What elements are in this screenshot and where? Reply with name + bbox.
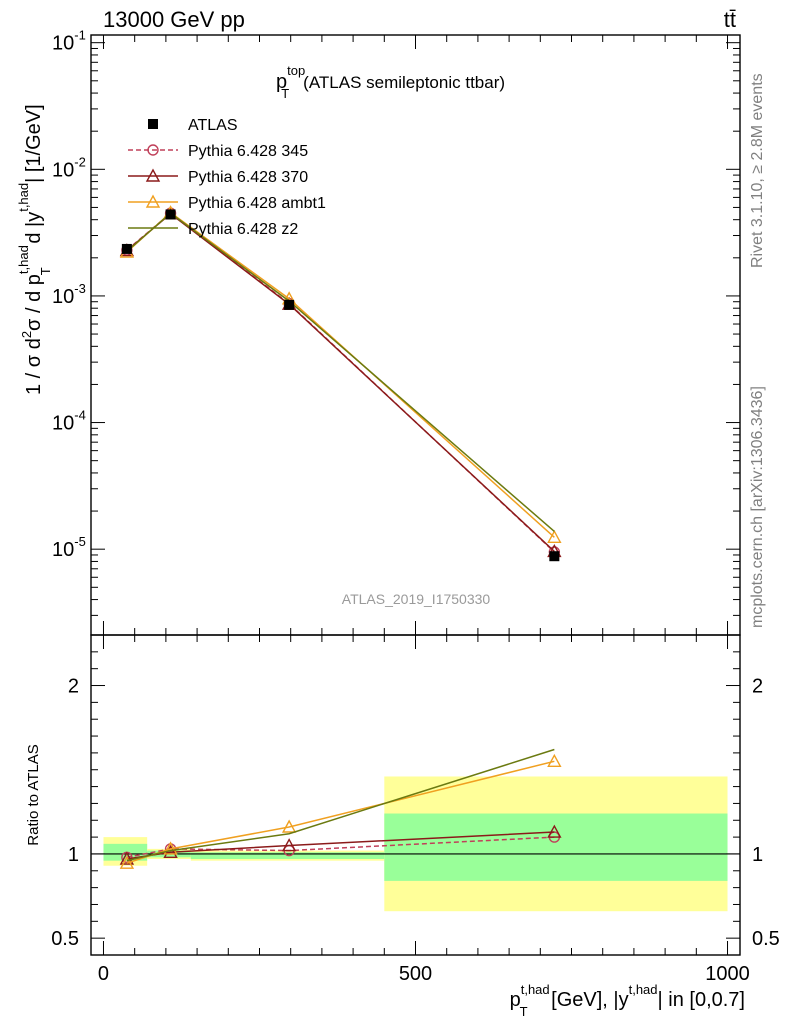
point-marker [119, 851, 135, 865]
main-title-symbol: p [276, 71, 287, 93]
main-y-tick-label: 10-3 [52, 281, 86, 308]
legend-entry: Pythia 6.428 z2 [128, 221, 298, 238]
series-line [126, 212, 555, 553]
point-marker [549, 551, 560, 562]
legend-entry: Pythia 6.428 370 [128, 168, 308, 186]
ratio-tick-labels: 0.5 0.5 1 1 2 2 0 500 1000 [51, 676, 780, 985]
main-title-sub: T [281, 86, 289, 101]
ratio-series-group [119, 748, 562, 869]
legend-label: Pythia 6.428 345 [188, 143, 308, 160]
point-marker [281, 819, 297, 833]
main-y-tick-label: 10-1 [52, 28, 86, 55]
point-marker [547, 529, 562, 544]
ratio-y-tick-label-right: 1 [752, 844, 763, 866]
ratio-panel: 0.5 0.5 1 1 2 2 0 500 1000 Ratio to ATLAS pt,had… [25, 634, 780, 1019]
legend-entry: Pythia 6.428 ambt1 [128, 194, 326, 212]
ratio-pythia-6-428-z2 [126, 748, 555, 862]
ratio-uncertainty-bands [103, 776, 728, 912]
series-line [126, 212, 555, 533]
ratio-y-tick-label-right: 0.5 [752, 928, 780, 950]
stat-uncertainty-band [384, 813, 728, 881]
point-marker [119, 855, 135, 869]
main-title: ptop T (ATLAS semileptonic ttbar) [276, 63, 505, 101]
main-title-text: (ATLAS semileptonic ttbar) [303, 73, 505, 92]
point-marker [145, 194, 161, 208]
ratio-y-tick-label: 1 [68, 844, 79, 866]
rivet-version-label: Rivet 3.1.10, ≥ 2.8M events [749, 73, 766, 268]
legend-entry: ATLAS [148, 117, 238, 134]
series-pythia-6-428-345 [121, 207, 561, 558]
legend-label: ATLAS [188, 117, 238, 134]
main-y-tick-label: 10-2 [52, 154, 86, 181]
series-atlas [121, 209, 560, 562]
ratio-y-axis-label: Ratio to ATLAS [25, 744, 42, 845]
energy-label: 13000 GeV pp [103, 7, 245, 32]
point-marker [147, 144, 159, 156]
main-panel: 10-1 10-2 10-3 10-4 10-5 ptop T (ATLAS semilep… [16, 28, 741, 636]
series-pythia-6-428-ambt1 [119, 205, 562, 544]
point-marker [547, 753, 562, 768]
main-y-axis-label: 1 / σ d2σ / d pt,had T d |yt,had| [1/GeV] [16, 104, 53, 395]
ratio-y-tick-label-right: 2 [752, 676, 763, 698]
main-title-sup: top [287, 63, 305, 78]
point-marker [547, 824, 562, 838]
main-y-tick-label: 10-5 [52, 534, 86, 561]
main-y-tick-labels: 10-1 10-2 10-3 10-4 10-5 [52, 28, 86, 561]
legend: ATLAS Pythia 6.428 345 Pythia 6.428 370 Pyt… [128, 117, 326, 238]
main-axis-ticks [91, 35, 740, 635]
legend-entry: Pythia 6.428 345 [128, 143, 308, 160]
legend-label: Pythia 6.428 370 [188, 169, 308, 186]
x-axis-label: pt,had T [GeV], |yt,had| in [0,0.7] [510, 982, 745, 1019]
x-tick-label: 0 [98, 963, 109, 985]
point-marker [284, 299, 295, 310]
main-series-group [119, 205, 562, 562]
ratio-axis-ticks [91, 635, 740, 955]
point-marker [281, 838, 297, 852]
main-y-tick-label: 10-4 [52, 408, 86, 435]
point-marker [148, 119, 158, 129]
series-pythia-6-428-370 [119, 206, 562, 558]
x-tick-label: 1000 [705, 963, 750, 985]
x-tick-label: 500 [399, 963, 432, 985]
point-marker [163, 841, 178, 855]
point-marker [121, 243, 132, 254]
process-label: tt̄ [724, 7, 736, 32]
ratio-line [126, 748, 555, 862]
series-pythia-6-428-z2 [126, 212, 555, 533]
legend-label: Pythia 6.428 ambt1 [188, 195, 326, 212]
point-marker [145, 168, 161, 182]
analysis-watermark: ATLAS_2019_I1750330 [342, 591, 491, 607]
legend-label: Pythia 6.428 z2 [188, 221, 298, 238]
series-line [126, 212, 555, 552]
ratio-y-tick-label: 0.5 [51, 928, 79, 950]
mcplots-label: mcplots.cern.ch [arXiv:1306.3436] [749, 386, 766, 628]
point-marker [165, 209, 176, 220]
series-line [126, 211, 555, 538]
ratio-y-tick-label: 2 [68, 676, 79, 698]
